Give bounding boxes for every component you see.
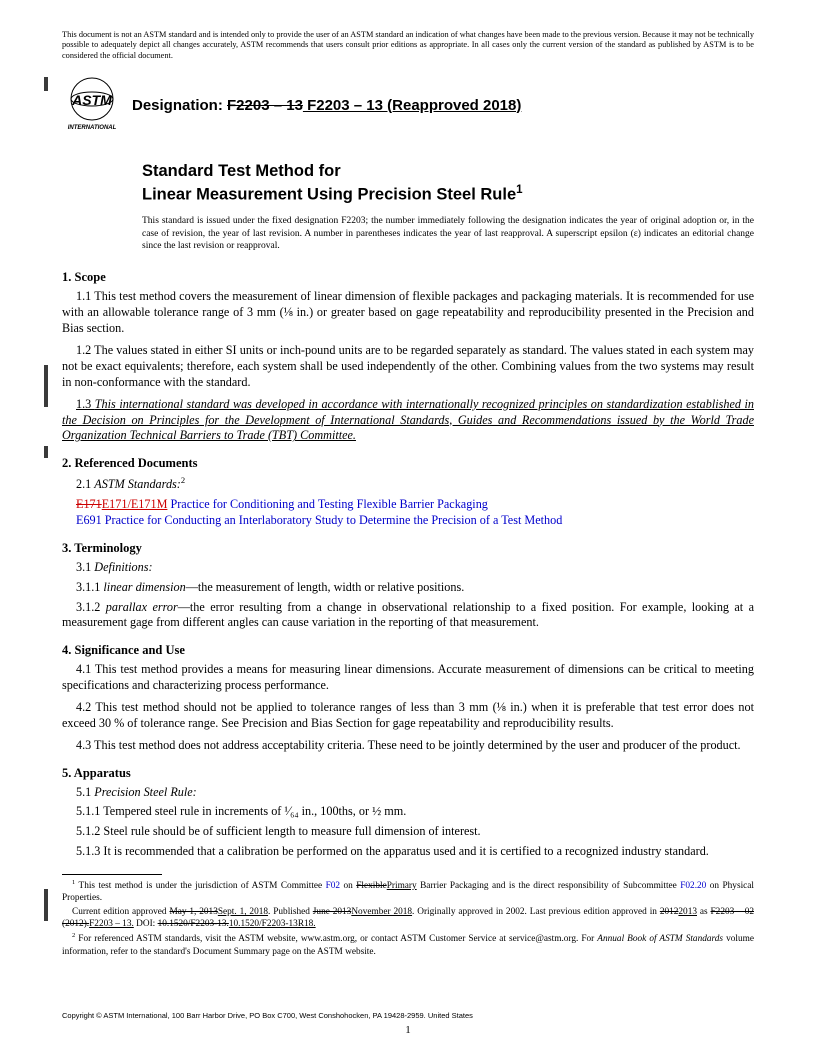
designation-old: F2203 – 13 — [227, 97, 303, 114]
ref-e691-code[interactable]: E691 — [76, 513, 102, 527]
para-1-1: 1.1 This test method covers the measurem… — [62, 289, 754, 337]
svg-text:ASTM: ASTM — [71, 92, 112, 108]
para-2-1: 2.1 ASTM Standards:2 — [62, 475, 754, 493]
change-bar — [44, 889, 48, 921]
para-4-2: 4.2 This test method should not be appli… — [62, 700, 754, 732]
title-block: Standard Test Method for Linear Measurem… — [142, 161, 754, 205]
title-line1: Standard Test Method for — [142, 161, 754, 182]
page-number: 1 — [0, 1024, 816, 1036]
ref-e171: E171E171/E171M Practice for Conditioning… — [62, 497, 754, 513]
designation-new: F2203 – 13 (Reapproved 2018) — [303, 97, 521, 114]
terminology-head: 3. Terminology — [62, 541, 754, 556]
designation-label: Designation: — [132, 97, 227, 114]
para-5-1-2: 5.1.2 Steel rule should be of sufficient… — [62, 824, 754, 840]
para-5-1-1: 5.1.1 Tempered steel rule in increments … — [62, 804, 754, 820]
copyright-line: Copyright © ASTM International, 100 Barr… — [62, 1011, 473, 1020]
change-bar — [44, 446, 48, 458]
para-3-1-2: 3.1.2 parallax error—the error resulting… — [62, 600, 754, 632]
scope-head: 1. Scope — [62, 270, 754, 285]
para-4-1: 4.1 This test method provides a means fo… — [62, 662, 754, 694]
link-f02[interactable]: F02 — [326, 881, 340, 891]
para-5-1-3: 5.1.3 It is recommended that a calibrati… — [62, 844, 754, 860]
disclaimer-text: This document is not an ASTM standard an… — [62, 30, 754, 61]
ref-e691: E691 Practice for Conducting an Interlab… — [62, 513, 754, 529]
significance-head: 4. Significance and Use — [62, 643, 754, 658]
para-3-1: 3.1 Definitions: — [62, 560, 754, 576]
designation-line: Designation: F2203 – 13 F2203 – 13 (Reap… — [132, 97, 521, 114]
para-5-1: 5.1 Precision Steel Rule: — [62, 785, 754, 801]
ref-e171-title[interactable]: Practice for Conditioning and Testing Fl… — [167, 497, 487, 511]
page-container: This document is not an ASTM standard an… — [0, 0, 816, 1056]
astm-logo: ASTM INTERNATIONAL — [62, 75, 122, 135]
link-f0220[interactable]: F02.20 — [680, 881, 706, 891]
refdocs-head: 2. Referenced Documents — [62, 456, 754, 471]
para-1-3: 1.3 This international standard was deve… — [62, 397, 754, 445]
header-row: ASTM INTERNATIONAL Designation: F2203 – … — [62, 75, 754, 135]
para-4-3: 4.3 This test method does not address ac… — [62, 738, 754, 754]
issuance-note: This standard is issued under the fixed … — [142, 215, 754, 252]
footnote-1b: Current edition approved May 1, 2013Sept… — [62, 906, 754, 930]
footnote-1: 1 This test method is under the jurisdic… — [62, 879, 754, 904]
title-line2: Linear Measurement Using Precision Steel… — [142, 183, 754, 206]
svg-text:INTERNATIONAL: INTERNATIONAL — [68, 125, 117, 131]
para-1-2: 1.2 The values stated in either SI units… — [62, 343, 754, 391]
change-bar — [44, 365, 48, 407]
change-bar — [44, 77, 48, 91]
para-3-1-1: 3.1.1 linear dimension—the measurement o… — [62, 580, 754, 596]
apparatus-head: 5. Apparatus — [62, 766, 754, 781]
footnote-separator — [62, 874, 162, 875]
ref-e691-title[interactable]: Practice for Conducting an Interlaborato… — [102, 513, 563, 527]
footnote-2: 2 For referenced ASTM standards, visit t… — [62, 932, 754, 957]
